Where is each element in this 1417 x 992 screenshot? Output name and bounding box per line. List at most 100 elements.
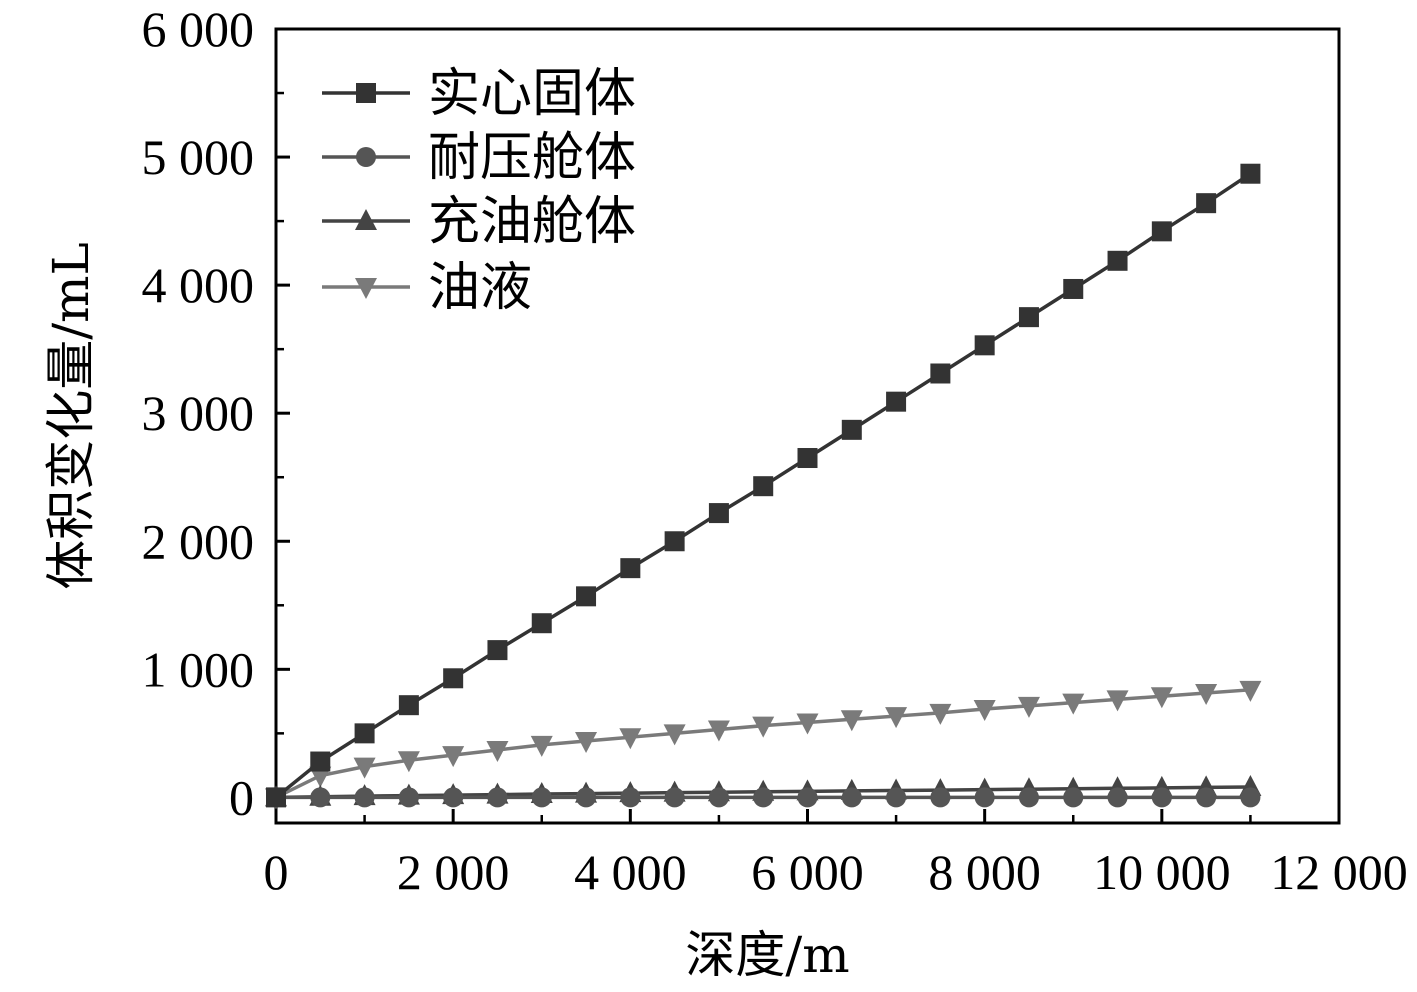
data-point bbox=[575, 732, 598, 754]
x-tick-label: 10 000 bbox=[1093, 844, 1231, 900]
series-1 bbox=[266, 787, 1261, 808]
y-tick-label: 3 000 bbox=[142, 385, 255, 441]
data-point bbox=[443, 787, 464, 808]
y-tick-label: 0 bbox=[229, 769, 254, 825]
data-point bbox=[1196, 193, 1217, 214]
data-point bbox=[443, 668, 464, 689]
data-point bbox=[576, 787, 597, 808]
x-tick-label: 0 bbox=[264, 844, 289, 900]
data-point bbox=[664, 787, 685, 808]
data-point bbox=[353, 757, 376, 779]
data-point bbox=[1063, 278, 1084, 299]
data-point bbox=[1239, 680, 1262, 702]
data-point bbox=[1151, 787, 1172, 808]
x-tick-label: 4 000 bbox=[574, 844, 687, 900]
data-point bbox=[841, 419, 862, 440]
data-point bbox=[1240, 163, 1261, 184]
data-point bbox=[930, 363, 951, 384]
data-point bbox=[619, 728, 642, 750]
y-tick-label: 5 000 bbox=[142, 129, 255, 185]
data-point bbox=[930, 787, 951, 808]
y-tick-label: 6 000 bbox=[142, 1, 255, 57]
series-3 bbox=[265, 680, 1262, 810]
y-axis-title: 体积变化量/mL bbox=[42, 242, 100, 589]
data-point bbox=[1062, 693, 1085, 715]
data-point bbox=[1195, 684, 1218, 706]
data-point bbox=[1240, 787, 1261, 808]
data-point bbox=[1196, 787, 1217, 808]
data-point bbox=[753, 476, 774, 497]
data-point bbox=[266, 787, 286, 808]
data-point bbox=[531, 613, 552, 634]
x-tick-label: 6 000 bbox=[751, 844, 864, 900]
data-point bbox=[442, 746, 465, 768]
data-point bbox=[707, 720, 730, 742]
legend-marker bbox=[356, 83, 376, 103]
x-axis: 0 2 000 4 000 6 000 8 000 10 000 12 000 bbox=[264, 809, 1408, 900]
data-point bbox=[752, 716, 775, 738]
legend-label: 油液 bbox=[428, 258, 532, 318]
data-point bbox=[309, 766, 332, 788]
data-point bbox=[1107, 787, 1128, 808]
data-point bbox=[1107, 250, 1128, 271]
data-point bbox=[841, 787, 862, 808]
legend-marker bbox=[356, 147, 376, 167]
y-axis: 0 1 000 2 000 3 000 4 000 5 000 6 000 bbox=[142, 1, 290, 825]
y-tick-label: 4 000 bbox=[142, 257, 255, 313]
data-point bbox=[840, 710, 863, 732]
data-point bbox=[487, 787, 508, 808]
data-point bbox=[620, 558, 641, 579]
data-point bbox=[398, 695, 419, 716]
data-point bbox=[1150, 687, 1173, 709]
data-point bbox=[886, 391, 907, 412]
data-point bbox=[797, 787, 818, 808]
data-point bbox=[354, 787, 375, 808]
data-point bbox=[576, 586, 597, 607]
x-tick-label: 12 000 bbox=[1270, 844, 1408, 900]
legend-marker bbox=[355, 209, 377, 230]
data-point bbox=[974, 335, 995, 356]
data-point bbox=[753, 787, 774, 808]
data-point bbox=[354, 723, 375, 744]
legend-item: 油液 bbox=[322, 258, 532, 318]
data-point bbox=[708, 787, 729, 808]
legend-label: 耐压舱体 bbox=[428, 128, 636, 188]
legend-item: 耐压舱体 bbox=[322, 128, 636, 188]
y-tick-label: 1 000 bbox=[142, 641, 255, 697]
x-tick-label: 8 000 bbox=[928, 844, 1041, 900]
data-point bbox=[620, 787, 641, 808]
data-point bbox=[1017, 696, 1040, 718]
data-point bbox=[530, 735, 553, 757]
legend-item: 充油舱体 bbox=[322, 192, 636, 252]
data-point bbox=[885, 707, 908, 729]
data-point bbox=[664, 531, 685, 552]
data-point bbox=[797, 448, 818, 469]
data-point bbox=[974, 787, 995, 808]
legend-marker bbox=[355, 278, 377, 299]
data-point bbox=[1018, 787, 1039, 808]
data-point bbox=[531, 787, 552, 808]
legend-item: 实心固体 bbox=[322, 64, 636, 124]
data-point bbox=[1106, 690, 1129, 712]
data-point bbox=[796, 713, 819, 735]
data-point bbox=[886, 787, 907, 808]
x-tick-label: 2 000 bbox=[397, 844, 510, 900]
y-tick-label: 2 000 bbox=[142, 513, 255, 569]
data-point bbox=[663, 724, 686, 746]
data-point bbox=[1063, 787, 1084, 808]
data-point bbox=[397, 751, 420, 773]
data-point bbox=[973, 700, 996, 722]
data-point bbox=[1018, 307, 1039, 328]
data-point bbox=[310, 751, 331, 772]
series-layer bbox=[265, 163, 1262, 810]
series-0 bbox=[266, 163, 1261, 808]
legend-label: 实心固体 bbox=[428, 64, 636, 124]
x-axis-title: 深度/m bbox=[685, 926, 849, 984]
data-point bbox=[486, 741, 509, 763]
data-point bbox=[1151, 221, 1172, 242]
data-point bbox=[398, 787, 419, 808]
data-point bbox=[310, 787, 331, 808]
